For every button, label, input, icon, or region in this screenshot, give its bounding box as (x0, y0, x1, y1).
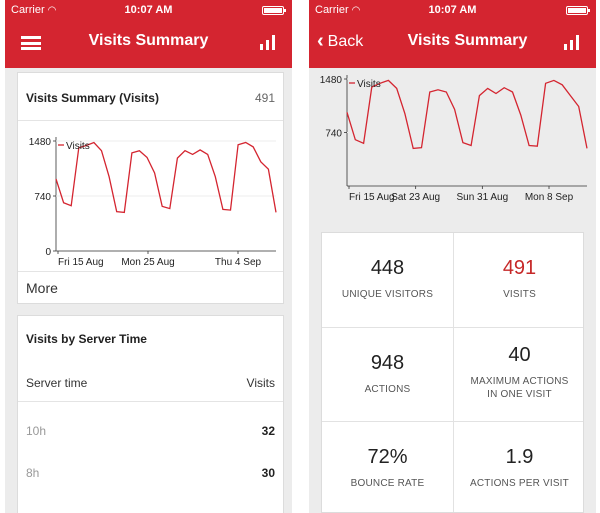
phone-right-screen: Carrier ◠ 10:07 AM ‹ Back Visits Summary 7… (309, 0, 596, 513)
metric-visits[interactable]: 491 VISITS (454, 233, 585, 327)
wifi-icon: ◠ (351, 5, 361, 16)
status-time: 10:07 AM (124, 4, 173, 16)
table-row[interactable]: 10h 32 (18, 408, 283, 450)
metric-label: ACTIONS PER VISIT (470, 478, 569, 489)
back-label: Back (327, 33, 364, 50)
visits-line-chart: 0 740 1480 Fri 15 Aug Mon 25 Aug Thu 4 Sep Vis… (29, 137, 277, 268)
x-tick-label: Thu 4 Sep (215, 257, 262, 268)
metric-value: 948 (370, 352, 405, 374)
back-button[interactable]: ‹ Back (317, 30, 363, 53)
y-tick-label: 740 (325, 129, 342, 140)
chevron-left-icon: ‹ (317, 30, 324, 52)
metric-value: 491 (502, 257, 537, 279)
metric-actions-per-visit[interactable]: 1.9 ACTIONS PER VISIT (454, 422, 585, 513)
y-tick-label: 1480 (320, 75, 343, 86)
legend-label: Visits (357, 79, 381, 90)
battery-icon (262, 6, 286, 15)
top-bar: Carrier ◠ 10:07 AM Visits Summary (5, 0, 292, 68)
x-tick-label: Mon 8 Sep (525, 192, 574, 203)
card-header: Visits by Server Time (18, 316, 283, 364)
battery-icon (566, 6, 590, 15)
row-visits: 30 (261, 466, 275, 480)
bar-chart-icon[interactable] (260, 34, 276, 50)
card-title: Visits by Server Time (26, 332, 147, 346)
x-tick-label: Sun 31 Aug (456, 192, 508, 203)
nav-bar: Visits Summary (5, 20, 292, 68)
metric-bounce-rate[interactable]: 72% BOUNCE RATE (322, 422, 453, 513)
metric-value: 448 (370, 257, 405, 279)
server-time-card: Visits by Server Time Server time Visits… (17, 315, 284, 513)
visits-summary-card: Visits Summary (Visits) 491 0 740 1480 Fri … (17, 72, 284, 304)
y-tick-label: 1480 (29, 137, 52, 148)
metric-label: MAXIMUM ACTIONS IN ONE VISIT (470, 376, 569, 400)
status-time: 10:07 AM (428, 4, 477, 16)
bar-chart-icon[interactable] (564, 34, 580, 50)
metric-max-actions[interactable]: 40 MAXIMUM ACTIONS IN ONE VISIT (454, 328, 585, 422)
menu-icon[interactable] (21, 36, 41, 50)
x-tick-label: Mon 25 Aug (121, 257, 174, 268)
y-tick-label: 740 (34, 192, 51, 203)
x-tick-label: Fri 15 Aug (349, 192, 395, 203)
row-time: 10h (26, 424, 47, 438)
metric-value: 72% (367, 446, 408, 468)
metric-unique-visitors[interactable]: 448 UNIQUE VISITORS (322, 233, 453, 327)
y-tick-label: 0 (45, 247, 51, 258)
table-header: Server time Visits (18, 364, 283, 402)
metric-label: BOUNCE RATE (350, 478, 425, 489)
grid-divider (453, 233, 454, 512)
status-bar: Carrier ◠ 10:07 AM (309, 0, 596, 20)
row-visits: 32 (261, 424, 275, 438)
carrier-label: Carrier ◠ (315, 4, 361, 16)
visits-series-line (346, 79, 588, 150)
phone-left-screen: Carrier ◠ 10:07 AM Visits Summary Visits … (5, 0, 292, 513)
x-tick-label: Fri 15 Aug (58, 257, 104, 268)
metric-label: UNIQUE VISITORS (341, 289, 434, 300)
visits-series-line (55, 141, 277, 214)
card-title: Visits Summary (Visits) (26, 91, 159, 105)
metric-label: VISITS (503, 289, 536, 300)
status-bar: Carrier ◠ 10:07 AM (5, 0, 292, 20)
grid-divider (322, 421, 583, 422)
column-header-server-time: Server time (26, 376, 88, 390)
page-title: Visits Summary (88, 32, 209, 49)
metric-actions[interactable]: 948 ACTIONS (322, 328, 453, 422)
metric-value: 40 (508, 344, 531, 366)
metric-label: ACTIONS (364, 384, 411, 395)
metric-value: 1.9 (505, 446, 534, 468)
row-time: 8h (26, 466, 40, 480)
nav-bar: ‹ Back Visits Summary (309, 20, 596, 68)
metrics-grid: 448 UNIQUE VISITORS 491 VISITS 948 ACTIO… (321, 232, 584, 513)
grid-divider (322, 327, 583, 328)
column-header-visits: Visits (246, 376, 275, 390)
carrier-label: Carrier ◠ (11, 4, 57, 16)
legend-label: Visits (66, 141, 90, 152)
x-tick-label: Sat 23 Aug (391, 192, 440, 203)
card-header: Visits Summary (Visits) 491 (18, 73, 283, 121)
wifi-icon: ◠ (47, 5, 57, 16)
table-row[interactable]: 8h 30 (18, 450, 283, 492)
visits-count: 491 (254, 91, 275, 105)
more-button[interactable]: More (18, 271, 283, 303)
page-title: Visits Summary (407, 32, 528, 49)
top-bar: Carrier ◠ 10:07 AM ‹ Back Visits Summary (309, 0, 596, 68)
